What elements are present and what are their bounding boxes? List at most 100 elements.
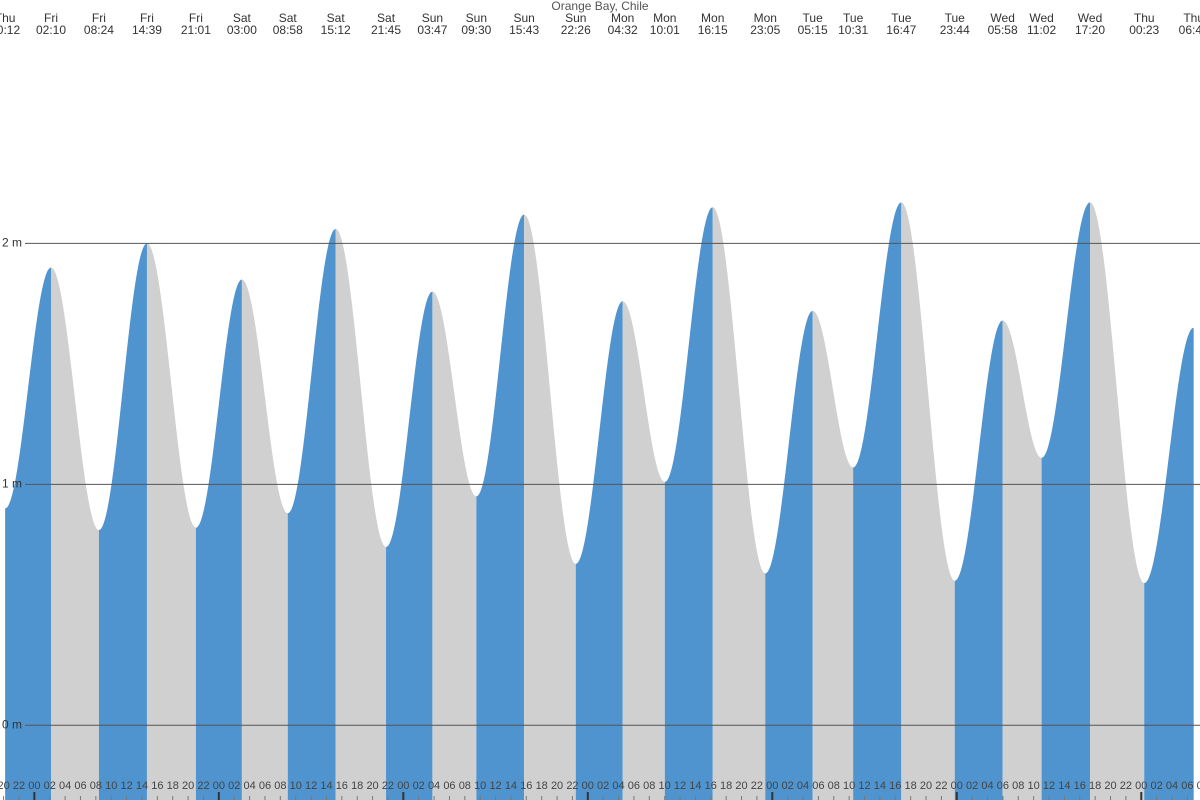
extreme-time: 09:30 bbox=[461, 23, 491, 37]
hour-tick-label: 04 bbox=[59, 780, 71, 792]
falling-tide bbox=[524, 214, 576, 800]
extreme-time: 03:00 bbox=[227, 23, 257, 37]
falling-tide bbox=[712, 207, 766, 800]
hour-tick-label: 02 bbox=[1151, 780, 1163, 792]
extreme-time: 14:39 bbox=[132, 23, 162, 37]
extreme-day: Fri bbox=[92, 11, 106, 25]
extreme-time: 23:05 bbox=[750, 23, 780, 37]
hour-tick-label: 10 bbox=[843, 780, 855, 792]
extreme-day: Tue bbox=[843, 11, 864, 25]
hour-tick-label: 16 bbox=[1074, 780, 1086, 792]
hour-tick-label: 08 bbox=[828, 780, 840, 792]
hour-tick-label: 00 bbox=[28, 780, 40, 792]
hour-tick-label: 22 bbox=[13, 780, 25, 792]
hour-tick-label: 20 bbox=[920, 780, 932, 792]
extreme-day: Sat bbox=[279, 11, 298, 25]
hour-tick-label: 18 bbox=[905, 780, 917, 792]
hour-tick-label: 22 bbox=[935, 780, 947, 792]
extreme-day: Tue bbox=[945, 11, 966, 25]
falling-tide bbox=[1002, 320, 1042, 800]
rising-tide bbox=[954, 320, 1003, 800]
hour-tick-label: 18 bbox=[720, 780, 732, 792]
rising-tide bbox=[664, 207, 713, 800]
hour-tick-label: 22 bbox=[751, 780, 763, 792]
rising-tide bbox=[98, 243, 147, 800]
hour-tick-label: 20 bbox=[182, 780, 194, 792]
rising-tide bbox=[1144, 327, 1194, 800]
extreme-day: Sat bbox=[327, 11, 346, 25]
y-tick-label: 0 m bbox=[2, 717, 22, 731]
hour-tick-label: 06 bbox=[443, 780, 455, 792]
hour-tick-label: 10 bbox=[290, 780, 302, 792]
hour-tick-label: 06 bbox=[628, 780, 640, 792]
rising-tide bbox=[5, 267, 52, 800]
extreme-day: Tue bbox=[891, 11, 912, 25]
hour-tick-label: 02 bbox=[782, 780, 794, 792]
hour-tick-label: 22 bbox=[566, 780, 578, 792]
extreme-time: 21:45 bbox=[371, 23, 401, 37]
extreme-day: Thu bbox=[0, 11, 15, 25]
hour-tick-label: 22 bbox=[382, 780, 394, 792]
hour-tick-label: 20 bbox=[1104, 780, 1116, 792]
hour-tick-label: 16 bbox=[705, 780, 717, 792]
hour-tick-label: 08 bbox=[1197, 780, 1200, 792]
hour-tick-label: 02 bbox=[597, 780, 609, 792]
hour-tick-label: 14 bbox=[505, 780, 517, 792]
hour-tick-label: 12 bbox=[305, 780, 317, 792]
hour-tick-label: 06 bbox=[74, 780, 86, 792]
extreme-time: 23:44 bbox=[940, 23, 970, 37]
extreme-time: 02:10 bbox=[36, 23, 66, 37]
hour-tick-label: 02 bbox=[228, 780, 240, 792]
hour-tick-label: 04 bbox=[981, 780, 993, 792]
extreme-day: Fri bbox=[140, 11, 154, 25]
hour-tick-label: 08 bbox=[1012, 780, 1024, 792]
extreme-day: Sun bbox=[513, 11, 534, 25]
hour-tick-label: 16 bbox=[520, 780, 532, 792]
hour-tick-label: 00 bbox=[582, 780, 594, 792]
extreme-day: Mon bbox=[653, 11, 676, 25]
extreme-time: 10:01 bbox=[650, 23, 680, 37]
hour-tick-label: 20 bbox=[735, 780, 747, 792]
hour-tick-label: 16 bbox=[151, 780, 163, 792]
hour-tick-label: 12 bbox=[489, 780, 501, 792]
hour-tick-label: 18 bbox=[167, 780, 179, 792]
extreme-time: 20:12 bbox=[0, 23, 20, 37]
extreme-time: 00:23 bbox=[1129, 23, 1159, 37]
falling-tide bbox=[622, 301, 665, 800]
extreme-time: 05:15 bbox=[798, 23, 828, 37]
hour-tick-label: 14 bbox=[874, 780, 886, 792]
extreme-day: Fri bbox=[44, 11, 58, 25]
y-tick-label: 2 m bbox=[2, 236, 22, 250]
hour-tick-label: 04 bbox=[612, 780, 624, 792]
hour-tick-label: 00 bbox=[951, 780, 963, 792]
extreme-time: 06:49 bbox=[1179, 23, 1200, 37]
extreme-day: Sun bbox=[422, 11, 443, 25]
hour-tick-label: 00 bbox=[1135, 780, 1147, 792]
extreme-day: Mon bbox=[611, 11, 634, 25]
hour-tick-label: 16 bbox=[889, 780, 901, 792]
hour-tick-label: 02 bbox=[966, 780, 978, 792]
hour-tick-label: 04 bbox=[428, 780, 440, 792]
extreme-time: 21:01 bbox=[181, 23, 211, 37]
rising-tide bbox=[287, 228, 336, 800]
y-tick-label: 1 m bbox=[2, 477, 22, 491]
rising-tide bbox=[575, 301, 623, 800]
hour-tick-label: 20 bbox=[366, 780, 378, 792]
extreme-day: Wed bbox=[990, 11, 1014, 25]
hour-tick-label: 02 bbox=[44, 780, 56, 792]
extreme-time: 11:02 bbox=[1027, 23, 1056, 37]
rising-tide bbox=[386, 291, 433, 800]
extreme-time: 16:15 bbox=[698, 23, 728, 37]
hour-tick-label: 08 bbox=[643, 780, 655, 792]
extreme-time: 10:31 bbox=[838, 23, 868, 37]
extreme-day: Wed bbox=[1029, 11, 1053, 25]
falling-tide bbox=[812, 310, 854, 800]
extreme-day: Fri bbox=[189, 11, 203, 25]
hour-tick-label: 10 bbox=[1028, 780, 1040, 792]
hour-tick-label: 14 bbox=[320, 780, 332, 792]
hour-tick-label: 22 bbox=[1120, 780, 1132, 792]
rising-tide bbox=[195, 279, 242, 800]
hour-tick-label: 22 bbox=[197, 780, 209, 792]
hour-tick-label: 08 bbox=[274, 780, 286, 792]
